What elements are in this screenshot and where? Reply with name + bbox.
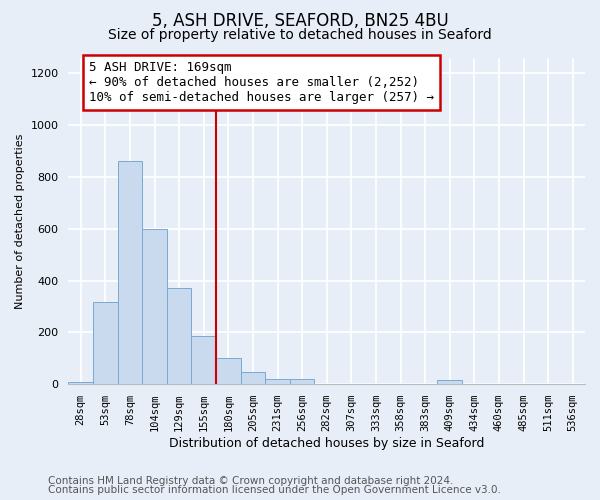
Text: Contains public sector information licensed under the Open Government Licence v3: Contains public sector information licen…	[48, 485, 501, 495]
Bar	[216, 358, 241, 384]
Bar	[118, 161, 142, 384]
Bar	[265, 379, 290, 384]
Y-axis label: Number of detached properties: Number of detached properties	[15, 133, 25, 308]
Bar	[191, 336, 216, 384]
Bar	[241, 372, 265, 384]
Bar	[437, 380, 462, 384]
Text: 5, ASH DRIVE, SEAFORD, BN25 4BU: 5, ASH DRIVE, SEAFORD, BN25 4BU	[152, 12, 448, 30]
Bar	[68, 382, 93, 384]
Bar	[167, 288, 191, 384]
Bar	[290, 379, 314, 384]
Text: 5 ASH DRIVE: 169sqm
← 90% of detached houses are smaller (2,252)
10% of semi-det: 5 ASH DRIVE: 169sqm ← 90% of detached ho…	[89, 61, 434, 104]
Text: Size of property relative to detached houses in Seaford: Size of property relative to detached ho…	[108, 28, 492, 42]
Bar	[93, 302, 118, 384]
Text: Contains HM Land Registry data © Crown copyright and database right 2024.: Contains HM Land Registry data © Crown c…	[48, 476, 454, 486]
X-axis label: Distribution of detached houses by size in Seaford: Distribution of detached houses by size …	[169, 437, 484, 450]
Bar	[142, 228, 167, 384]
